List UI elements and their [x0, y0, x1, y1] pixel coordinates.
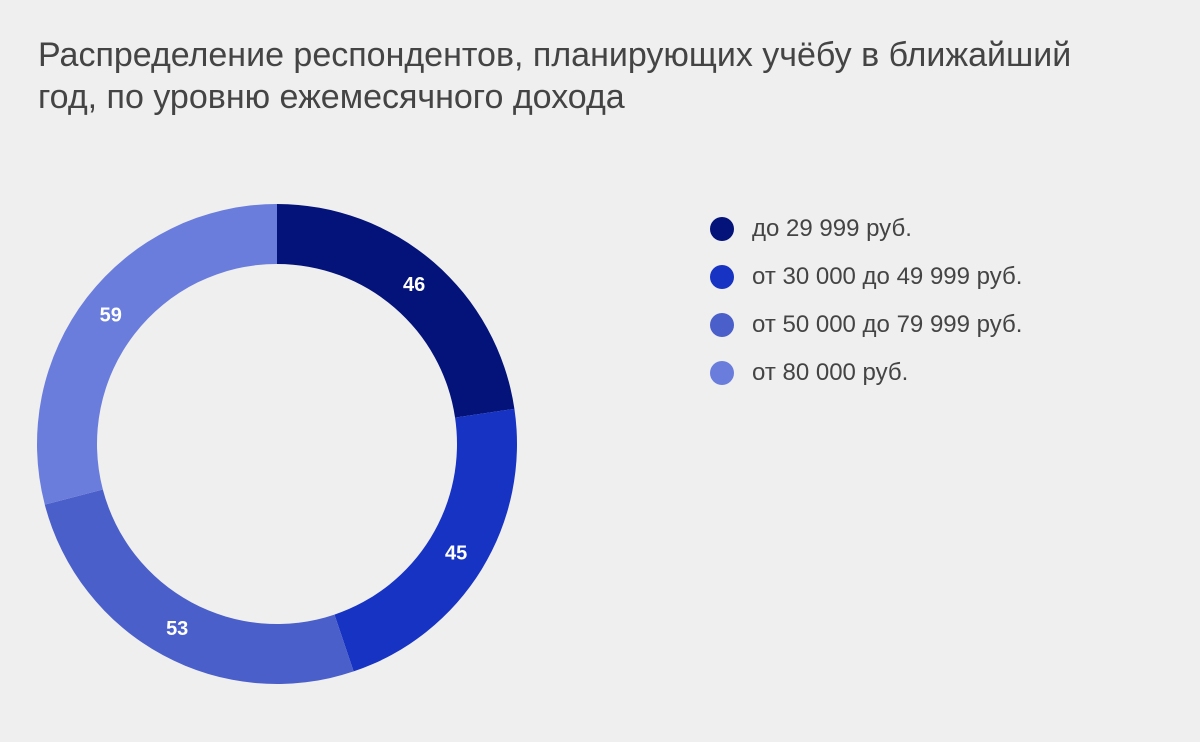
legend-item-2: от 30 000 до 49 999 руб.	[710, 253, 1022, 301]
legend-swatch-icon	[710, 361, 734, 385]
donut-slice-3	[44, 489, 354, 684]
chart-legend: до 29 999 руб. от 30 000 до 49 999 руб. от…	[710, 205, 1022, 397]
legend-swatch-icon	[710, 265, 734, 289]
legend-item-4: от 80 000 руб.	[710, 349, 1022, 397]
legend-swatch-icon	[710, 217, 734, 241]
slice-label-1: 46	[403, 274, 425, 296]
legend-label: от 50 000 до 79 999 руб.	[752, 311, 1023, 338]
slice-label-4: 59	[100, 305, 122, 327]
donut-slice-2	[334, 408, 517, 672]
slice-label-2: 45	[445, 543, 467, 565]
slice-label-3: 53	[166, 618, 188, 640]
legend-label: от 80 000 руб.	[752, 359, 909, 386]
legend-label: до 29 999 руб.	[752, 215, 912, 242]
legend-item-1: до 29 999 руб.	[710, 205, 1022, 253]
donut-slice-1	[277, 204, 515, 418]
chart-title: Распределение респондентов, планирующих …	[38, 36, 1072, 116]
donut-slice-4	[36, 204, 277, 505]
legend-swatch-icon	[710, 313, 734, 337]
legend-label: от 30 000 до 49 999 руб.	[752, 263, 1023, 290]
legend-item-3: от 50 000 до 79 999 руб.	[710, 301, 1022, 349]
